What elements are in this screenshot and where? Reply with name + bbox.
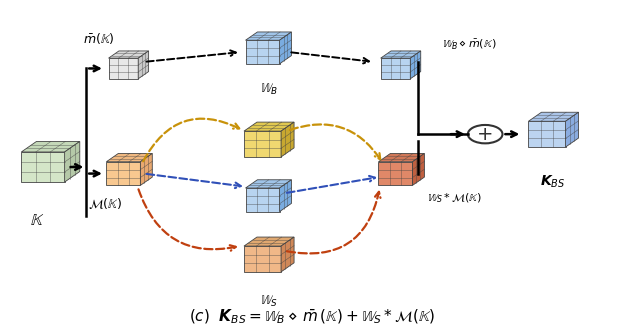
Polygon shape <box>245 32 291 40</box>
Polygon shape <box>280 32 291 64</box>
Text: $\mathbb{W}_S * \mathcal{M}(\mathbb{K})$: $\mathbb{W}_S * \mathcal{M}(\mathbb{K})$ <box>427 191 482 205</box>
Polygon shape <box>280 180 291 212</box>
Polygon shape <box>529 121 565 147</box>
Polygon shape <box>65 141 80 182</box>
Polygon shape <box>412 154 424 185</box>
Polygon shape <box>379 154 424 162</box>
Text: $\mathbb{W}_B\diamond\bar{m}(\mathbb{K})$: $\mathbb{W}_B\diamond\bar{m}(\mathbb{K})… <box>442 37 497 51</box>
Polygon shape <box>140 154 152 185</box>
Polygon shape <box>381 51 421 58</box>
Polygon shape <box>21 152 65 182</box>
Text: $\mathbb{W}_B$: $\mathbb{W}_B$ <box>260 82 278 98</box>
Polygon shape <box>109 51 149 58</box>
Polygon shape <box>244 122 294 131</box>
Polygon shape <box>244 237 294 246</box>
Text: +: + <box>477 125 494 144</box>
Text: $\boldsymbol{K}_{BS}$: $\boldsymbol{K}_{BS}$ <box>540 174 566 190</box>
Text: $\mathcal{M}(\mathbb{K})$: $\mathcal{M}(\mathbb{K})$ <box>88 196 122 211</box>
Polygon shape <box>21 141 80 152</box>
Polygon shape <box>245 188 280 212</box>
Polygon shape <box>245 40 280 64</box>
Polygon shape <box>139 51 149 79</box>
Polygon shape <box>109 58 139 79</box>
Polygon shape <box>381 58 411 79</box>
Polygon shape <box>411 51 421 79</box>
Polygon shape <box>281 237 294 272</box>
Polygon shape <box>106 154 152 162</box>
Text: $\bar{m}(\mathbb{K})$: $\bar{m}(\mathbb{K})$ <box>83 31 114 46</box>
Polygon shape <box>106 162 140 185</box>
Polygon shape <box>529 112 578 121</box>
Text: $(c)$  $\boldsymbol{K}_{BS} = \mathbb{W}_B\diamond\,\bar{m}\,(\mathbb{K}) + \mat: $(c)$ $\boldsymbol{K}_{BS} = \mathbb{W}_… <box>189 307 435 326</box>
Polygon shape <box>281 122 294 157</box>
Text: $\mathbb{K}$: $\mathbb{K}$ <box>30 210 44 228</box>
Polygon shape <box>565 112 578 147</box>
Polygon shape <box>379 162 412 185</box>
Polygon shape <box>244 246 281 272</box>
Text: $\mathbb{W}_S$: $\mathbb{W}_S$ <box>260 294 278 309</box>
Polygon shape <box>244 131 281 157</box>
Polygon shape <box>245 180 291 188</box>
